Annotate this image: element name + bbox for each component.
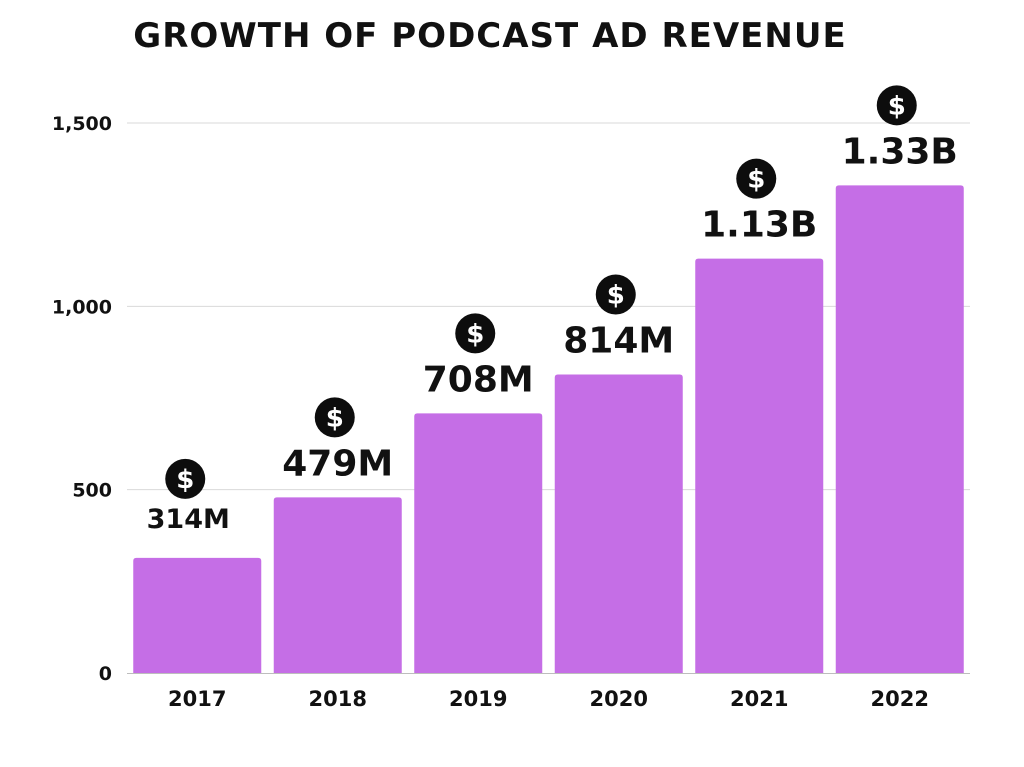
x-tick-label: 2017 xyxy=(168,687,226,711)
bar-2021 xyxy=(695,258,824,673)
x-axis-ticks: 2017 2018 2019 2020 2021 2022 xyxy=(168,687,929,711)
y-tick-label: 1,500 xyxy=(52,113,112,135)
data-labels: 314M $ 479M $708M $ 814M $1.13B $1.33B $ xyxy=(147,85,958,535)
gridlines xyxy=(127,122,970,674)
bar-2020 xyxy=(554,374,683,673)
y-tick-label: 1,000 xyxy=(52,296,112,318)
svg-text:$: $ xyxy=(326,403,344,433)
svg-text:$: $ xyxy=(176,465,194,495)
x-tick-label: 2021 xyxy=(730,687,788,711)
bar-2019 xyxy=(414,413,543,673)
data-label: 1.33B xyxy=(842,131,958,172)
dollar-coin-icon: $ xyxy=(314,397,355,438)
svg-text:$: $ xyxy=(747,165,765,195)
x-tick-label: 2020 xyxy=(590,687,648,711)
svg-text:$: $ xyxy=(888,91,906,121)
data-label: 314M xyxy=(147,504,230,535)
x-tick-label: 2022 xyxy=(871,687,929,711)
y-tick-label: 0 xyxy=(99,663,112,685)
data-label: 814M xyxy=(563,321,674,362)
y-tick-label: 500 xyxy=(72,480,112,502)
data-label: 708M xyxy=(423,359,534,400)
bar-2017 xyxy=(133,557,262,673)
dollar-coin-icon: $ xyxy=(165,458,206,499)
y-axis-ticks: 0 500 1,000 1,500 xyxy=(52,113,112,685)
dollar-coin-icon: $ xyxy=(595,274,636,315)
bar-2022 xyxy=(835,185,964,674)
data-label: 479M xyxy=(282,443,393,484)
x-tick-label: 2018 xyxy=(309,687,367,711)
dollar-coin-icon: $ xyxy=(455,313,496,354)
svg-text:$: $ xyxy=(466,319,484,349)
svg-text:$: $ xyxy=(607,281,625,311)
chart-title: GROWTH OF PODCAST AD REVENUE xyxy=(133,16,846,56)
bars xyxy=(133,185,964,674)
data-label: 1.13B xyxy=(701,205,817,246)
dollar-coin-icon: $ xyxy=(736,158,777,199)
bar-2018 xyxy=(273,497,402,673)
dollar-coin-icon: $ xyxy=(876,85,917,126)
x-tick-label: 2019 xyxy=(449,687,507,711)
